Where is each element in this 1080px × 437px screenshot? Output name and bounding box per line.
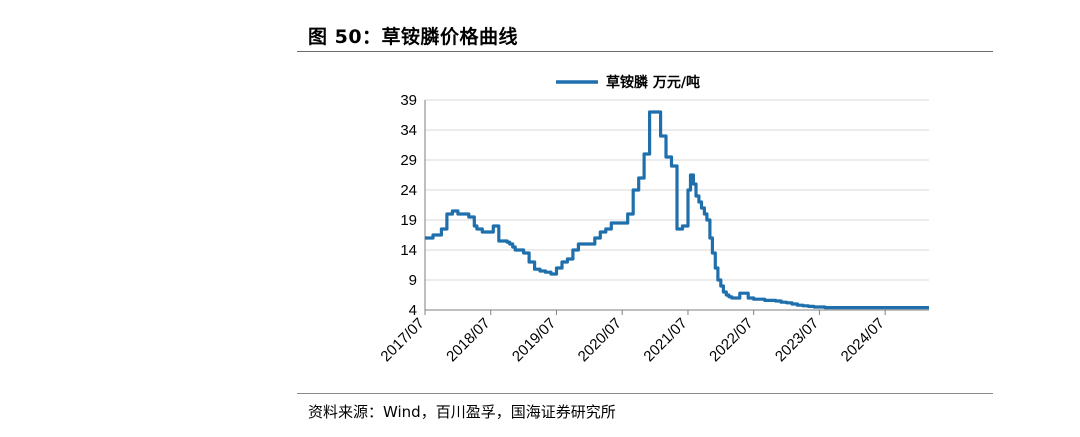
top-rule [297,51,993,52]
x-tick-label: 2022/07 [706,315,756,365]
x-tick-label: 2023/07 [772,315,822,365]
x-tick-label: 2017/07 [377,315,427,365]
y-tick-label: 14 [400,242,417,259]
y-tick-label: 34 [400,122,417,139]
x-tick-labels: 2017/07 2018/07 2019/07 2020/07 2021/07 2022/… [377,315,888,365]
y-tick-labels: 4 9 14 19 24 29 34 39 [400,92,417,319]
bottom-rule [297,393,993,394]
x-tick-label: 2021/07 [640,315,690,365]
legend-label: 草铵膦 万元/吨 [606,74,700,91]
y-tick-label: 24 [400,182,417,199]
x-tick-label: 2020/07 [575,315,625,365]
source-note: 资料来源：Wind，百川盈孚，国海证券研究所 [308,403,616,421]
y-tick-label: 9 [409,272,417,289]
x-tick-label: 2018/07 [443,315,493,365]
y-tick-label: 19 [400,212,417,229]
series-line [425,110,929,310]
x-tick-label: 2019/07 [509,315,559,365]
series-layer [425,110,929,310]
y-tick-label: 4 [409,302,417,319]
legend: 草铵膦 万元/吨 [556,74,700,91]
x-tick-label: 2024/07 [838,315,888,365]
y-tick-label: 39 [400,92,417,109]
y-tick-label: 29 [400,152,417,169]
axes [424,100,929,315]
figure-title: 图 50：草铵膦价格曲线 [308,26,519,48]
